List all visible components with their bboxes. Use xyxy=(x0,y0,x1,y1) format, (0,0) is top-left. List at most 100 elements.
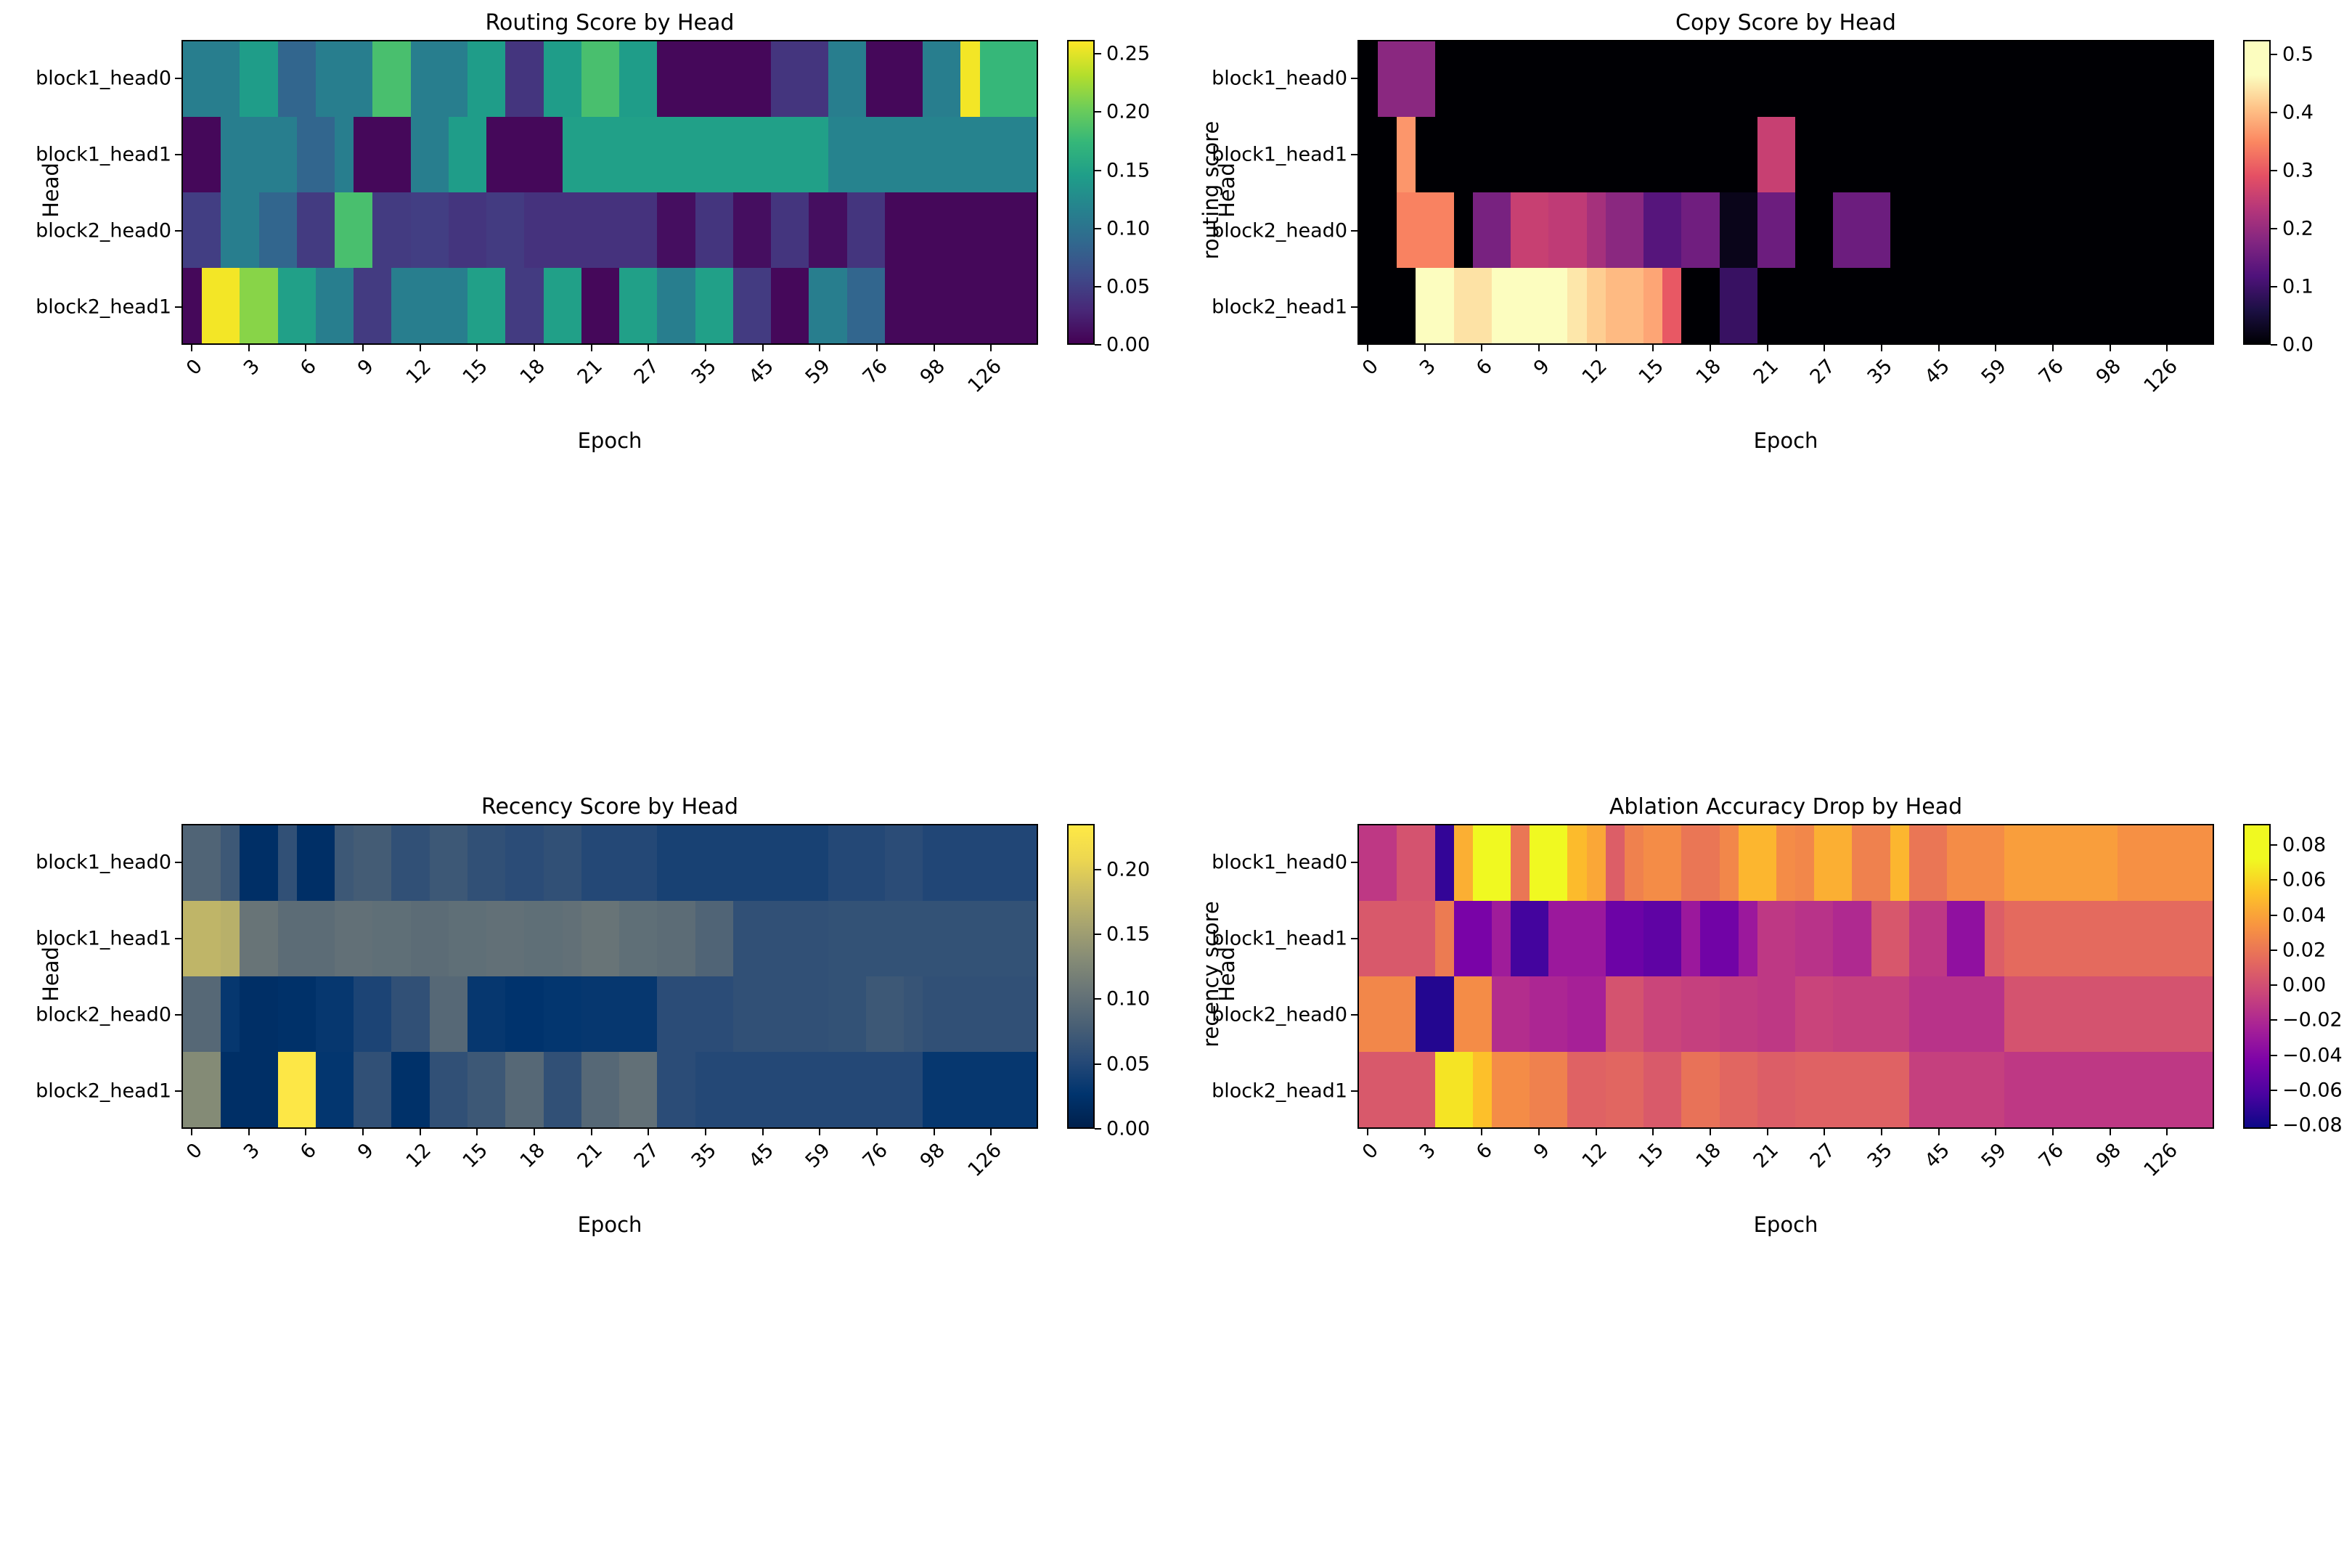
heatmap-cell xyxy=(2022,976,2042,1052)
xtick-mark xyxy=(2052,1129,2054,1135)
heatmap-cell xyxy=(979,901,999,976)
heatmap-cell xyxy=(1434,976,1454,1052)
heatmap-cell xyxy=(391,268,411,343)
heatmap-cell xyxy=(1416,192,1435,268)
heatmap-cell xyxy=(429,41,449,117)
heatmap-cell xyxy=(2022,268,2042,343)
panel-title: Routing Score by Head xyxy=(485,10,735,36)
heatmap-cell xyxy=(1511,901,1530,976)
heatmap-cell xyxy=(714,117,733,192)
heatmap-cell xyxy=(923,976,942,1052)
colorbar-tick-mark xyxy=(1095,1063,1101,1065)
heatmap-cell xyxy=(1434,825,1454,901)
heatmap-cell xyxy=(2060,825,2081,901)
ytick-mark xyxy=(175,937,181,939)
heatmap-cell xyxy=(884,901,905,976)
heatmap-cell xyxy=(1947,976,1967,1052)
heatmap-row xyxy=(1359,41,2213,117)
heatmap-cell xyxy=(1852,268,1871,343)
heatmap-cell xyxy=(751,901,772,976)
heatmap-cell xyxy=(1776,976,1796,1052)
xtick-mark xyxy=(1481,1129,1483,1135)
heatmap-cell xyxy=(657,41,677,117)
heatmap-cell xyxy=(809,192,828,268)
xtick-mark xyxy=(2109,345,2111,351)
yaxis-label: Head xyxy=(1214,163,1239,218)
heatmap-cell xyxy=(486,825,506,901)
heatmap-cell xyxy=(790,825,809,901)
heatmap-cell xyxy=(1434,268,1454,343)
heatmap-cell xyxy=(676,117,695,192)
heatmap-cell xyxy=(2174,192,2194,268)
ytick-mark xyxy=(175,77,181,79)
heatmap-cell xyxy=(2155,41,2175,117)
heatmap-cell xyxy=(524,825,544,901)
heatmap-cell xyxy=(1416,976,1435,1052)
heatmap-cell xyxy=(1662,825,1682,901)
heatmap-cell xyxy=(904,117,923,192)
heatmap-cell xyxy=(505,825,525,901)
heatmap-cell xyxy=(354,117,373,192)
heatmap-cell xyxy=(884,268,905,343)
heatmap-cell xyxy=(1814,41,1834,117)
colorbar-tick-label: −0.06 xyxy=(2282,1079,2343,1102)
heatmap-cell xyxy=(2174,901,2194,976)
heatmap-cell xyxy=(732,192,752,268)
heatmap-cell xyxy=(695,976,714,1052)
heatmap-cell xyxy=(2004,117,2023,192)
heatmap-cell xyxy=(676,41,695,117)
heatmap-cell xyxy=(1586,41,1606,117)
heatmap-cell xyxy=(2155,1052,2175,1127)
heatmap-cell xyxy=(1567,117,1587,192)
xtick-mark xyxy=(534,1129,536,1135)
heatmap-cell xyxy=(676,192,695,268)
heatmap-cell xyxy=(240,268,259,343)
heatmap-cell xyxy=(1397,825,1416,901)
heatmap-cell xyxy=(1738,825,1757,901)
heatmap-cell xyxy=(1548,268,1568,343)
heatmap-cell xyxy=(1586,117,1606,192)
heatmap-cell xyxy=(828,976,847,1052)
heatmap-cell xyxy=(1681,268,1701,343)
heatmap-cell xyxy=(221,117,240,192)
xtick-mark xyxy=(1652,345,1654,351)
heatmap-cell xyxy=(1397,1052,1416,1127)
heatmap-cell xyxy=(695,901,714,976)
heatmap-cell xyxy=(619,976,639,1052)
heatmap-cell xyxy=(240,192,259,268)
yaxis-label: Head xyxy=(38,947,63,1002)
heatmap-cell xyxy=(732,1052,752,1127)
heatmap-cell xyxy=(1605,901,1625,976)
heatmap-cell xyxy=(2174,41,2194,117)
xtick-mark xyxy=(1424,345,1426,351)
heatmap-cell xyxy=(2060,117,2081,192)
heatmap-cell xyxy=(2080,976,2099,1052)
colorbar-tick-label: 0.10 xyxy=(1106,217,1151,240)
xtick-mark xyxy=(2052,345,2054,351)
heatmap-cell xyxy=(2004,192,2023,268)
colorbar-tick-mark xyxy=(1095,169,1101,171)
heatmap-cell xyxy=(1643,901,1663,976)
heatmap-cell xyxy=(2004,41,2023,117)
heatmap-cell xyxy=(1738,901,1757,976)
ytick-label-block1_head1: block1_head1 xyxy=(36,927,171,950)
colorbar-tick-label: 0.08 xyxy=(2282,833,2327,857)
heatmap-cell xyxy=(884,1052,905,1127)
heatmap-cell xyxy=(202,192,221,268)
heatmap-cell xyxy=(335,41,354,117)
heatmap-cell xyxy=(486,41,506,117)
ytick-label-block1_head0: block1_head0 xyxy=(36,67,171,89)
heatmap-cell xyxy=(543,976,563,1052)
heatmap-cell xyxy=(277,976,297,1052)
heatmap-cell xyxy=(1434,1052,1454,1127)
xtick-label-98: 98 xyxy=(2091,355,2126,389)
heatmap-cell xyxy=(2136,976,2156,1052)
heatmap-cell xyxy=(391,976,411,1052)
heatmap-cell xyxy=(1719,117,1739,192)
heatmap-cell xyxy=(2136,825,2156,901)
heatmap-cell xyxy=(1643,976,1663,1052)
heatmap-cell xyxy=(809,1052,828,1127)
heatmap-bottom-right xyxy=(1357,824,2214,1129)
heatmap-cell xyxy=(543,825,563,901)
heatmap-cell xyxy=(1814,825,1834,901)
